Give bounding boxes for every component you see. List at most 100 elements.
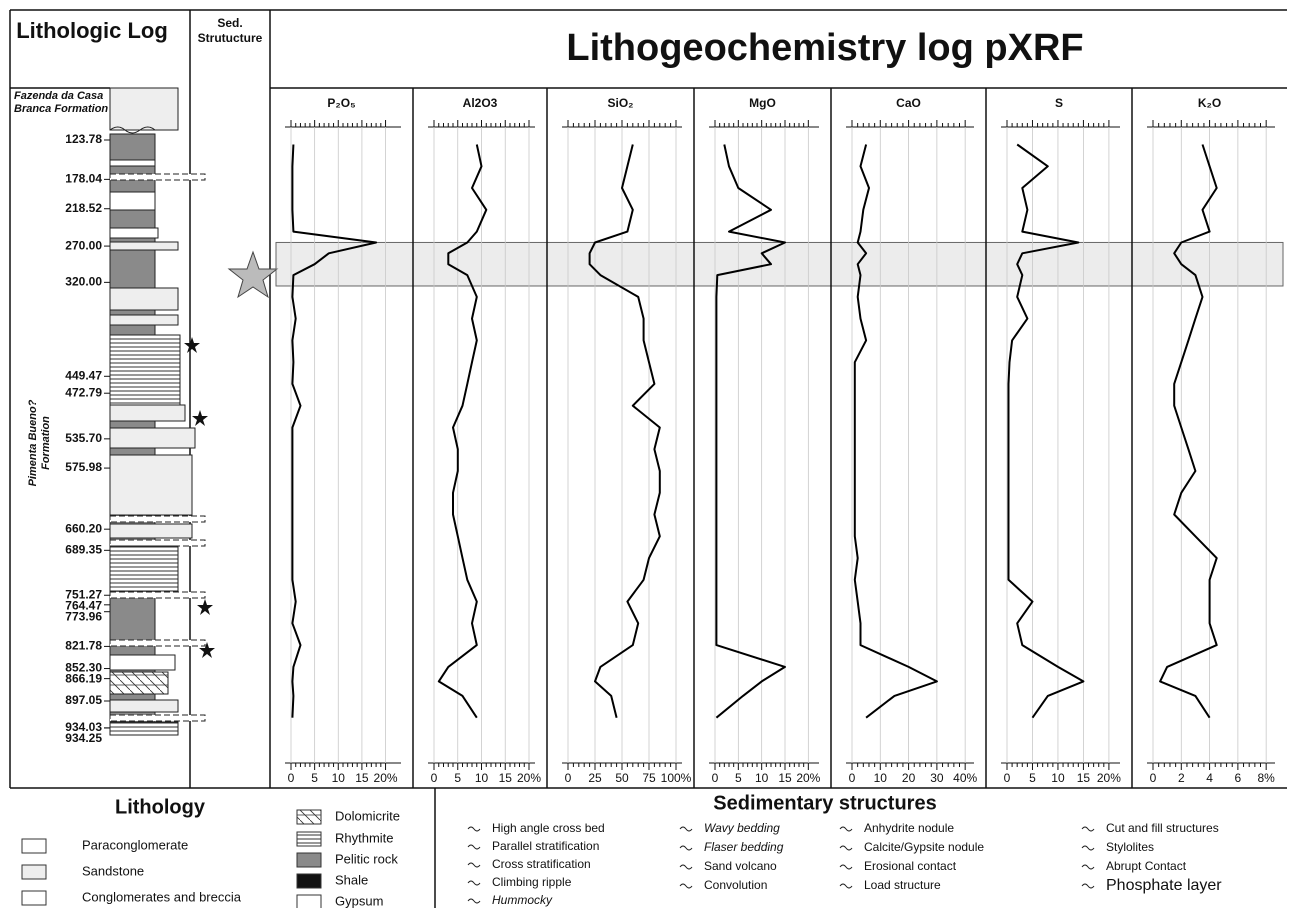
- x-tick-label: 20: [902, 771, 916, 785]
- structure-label: Cut and fill structures: [1106, 821, 1219, 835]
- lithology-label: Rhythmite: [335, 830, 394, 845]
- structure-symbol: [680, 865, 692, 869]
- panel-title: K₂O: [1198, 96, 1221, 110]
- chart: Lithogeochemistry log pXRF Lithology Sed…: [0, 0, 1290, 908]
- figure: Lithogeochemistry log pXRF Lithology Sed…: [0, 0, 1290, 908]
- panel-title: SiO₂: [607, 96, 633, 110]
- structure-symbol: [840, 884, 852, 888]
- litho-log-title: Lithologic Log: [12, 18, 172, 43]
- lithology-swatch: [297, 832, 321, 846]
- data-line: [439, 145, 487, 718]
- x-tick-label: 100%: [661, 771, 692, 785]
- x-tick-label: 75: [642, 771, 656, 785]
- x-tick-label: 50: [615, 771, 629, 785]
- panel-title: P₂O₅: [327, 96, 355, 110]
- data-line: [1160, 145, 1217, 718]
- x-tick-label: 15: [355, 771, 369, 785]
- structure-label: Flaser bedding: [704, 840, 784, 854]
- panel-title: Al2O3: [463, 96, 498, 110]
- x-tick-label: 0: [1004, 771, 1011, 785]
- x-tick-label: 40%: [953, 771, 977, 785]
- structure-label: Hummocky: [492, 893, 553, 907]
- x-tick-label: 20%: [517, 771, 541, 785]
- lithology-label: Paraconglomerate: [82, 837, 188, 852]
- structure-label: Parallel stratification: [492, 839, 599, 853]
- structure-label: Abrupt Contact: [1106, 859, 1187, 873]
- structures-legend-title: Sedimentary structures: [713, 792, 936, 814]
- x-tick-label: 6: [1235, 771, 1242, 785]
- x-tick-label: 5: [311, 771, 318, 785]
- structure-symbol: [468, 881, 480, 885]
- structure-label: Sand volcano: [704, 859, 777, 873]
- structure-label: Cross stratification: [492, 857, 591, 871]
- x-tick-label: 30: [930, 771, 944, 785]
- x-tick-label: 0: [431, 771, 438, 785]
- structure-symbol: [680, 827, 692, 831]
- lithology-swatch: [22, 839, 46, 853]
- structure-symbol: [468, 899, 480, 903]
- lithology-swatch: [297, 853, 321, 867]
- lithology-swatch: [297, 874, 321, 888]
- structure-label: Wavy bedding: [704, 821, 780, 835]
- lithology-legend-title: Lithology: [115, 796, 206, 818]
- formation-label: Fazenda da Casa Branca Formation: [14, 90, 109, 116]
- structure-label: Load structure: [864, 878, 941, 892]
- depth-label: 270.00: [65, 238, 102, 252]
- x-tick-label: 4: [1206, 771, 1213, 785]
- panel-title: CaO: [896, 96, 921, 110]
- structure-symbol: [1082, 884, 1094, 888]
- x-tick-label: 25: [588, 771, 602, 785]
- depth-label: 866.19: [65, 672, 102, 686]
- x-tick-label: 0: [849, 771, 856, 785]
- structure-symbol: [1082, 865, 1094, 869]
- x-tick-label: 5: [454, 771, 461, 785]
- x-tick-label: 10: [332, 771, 346, 785]
- x-tick-label: 0: [565, 771, 572, 785]
- sed-structure-title: Sed. Strutucture: [190, 16, 270, 46]
- data-line: [1009, 145, 1084, 718]
- lithology-label: Shale: [335, 872, 368, 887]
- structure-symbol: [680, 846, 692, 850]
- depth-label: 934.25: [65, 731, 102, 745]
- structure-symbol: [840, 865, 852, 869]
- lithology-label: Sandstone: [82, 863, 144, 878]
- x-tick-label: 10: [755, 771, 769, 785]
- structure-label: Climbing ripple: [492, 875, 572, 889]
- depth-label: 320.00: [65, 275, 102, 289]
- lithology-label: Conglomerates and breccia: [82, 889, 242, 904]
- lithology-swatch: [22, 891, 46, 905]
- depth-label: 218.52: [65, 201, 102, 215]
- data-line: [292, 145, 376, 718]
- x-tick-label: 0: [1150, 771, 1157, 785]
- lithology-swatch: [297, 895, 321, 908]
- x-tick-label: 8%: [1257, 771, 1275, 785]
- lithology-label: Pelitic rock: [335, 851, 398, 866]
- x-tick-label: 15: [499, 771, 513, 785]
- x-tick-label: 15: [1077, 771, 1091, 785]
- structure-symbol: [840, 846, 852, 850]
- x-tick-label: 15: [778, 771, 792, 785]
- depth-label: 689.35: [65, 542, 102, 556]
- structure-label: Phosphate layer: [1106, 877, 1222, 894]
- x-tick-label: 0: [712, 771, 719, 785]
- panel-title: S: [1055, 96, 1063, 110]
- x-tick-label: 0: [288, 771, 295, 785]
- lithology-swatch: [22, 865, 46, 879]
- structure-symbol: [468, 845, 480, 849]
- depth-label: 897.05: [65, 693, 102, 707]
- depth-label: 575.98: [65, 460, 102, 474]
- structure-symbol: [680, 884, 692, 888]
- structure-label: Calcite/Gypsite nodule: [864, 840, 984, 854]
- depth-label: 449.47: [65, 368, 102, 382]
- main-title: Lithogeochemistry log pXRF: [566, 27, 1083, 69]
- lithology-label: Dolomicrite: [335, 808, 400, 823]
- data-line: [855, 145, 937, 718]
- x-tick-label: 5: [1029, 771, 1036, 785]
- depth-label: 472.79: [65, 385, 102, 399]
- lithology-swatch: [297, 810, 321, 824]
- depth-label: 821.78: [65, 639, 102, 653]
- depth-label: 660.20: [65, 521, 102, 535]
- data-line: [716, 145, 785, 718]
- structure-label: High angle cross bed: [492, 821, 605, 835]
- lithology-label: Gypsum: [335, 893, 383, 908]
